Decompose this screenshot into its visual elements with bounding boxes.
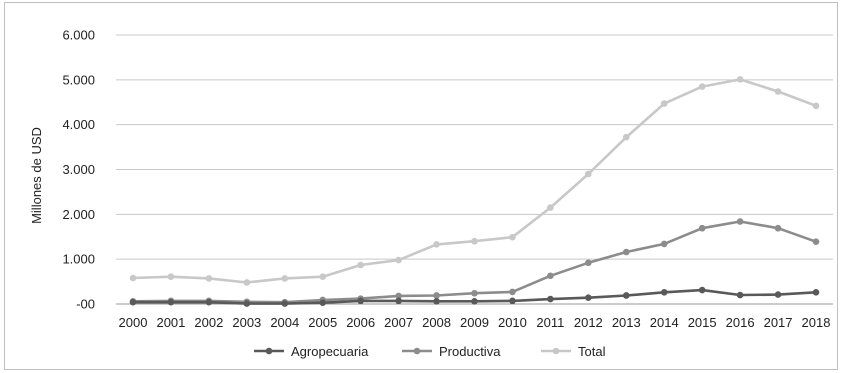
- data-point: [736, 218, 744, 225]
- x-tick-label: 2014: [650, 315, 679, 330]
- data-point: [660, 240, 668, 248]
- legend: Agropecuaria Productiva Total: [254, 344, 606, 359]
- x-tick-label: 2015: [688, 315, 717, 330]
- data-point: [357, 297, 364, 305]
- data-point: [395, 292, 402, 300]
- data-point: [205, 275, 213, 282]
- data-point: [622, 292, 630, 299]
- data-point: [471, 298, 478, 305]
- data-point: [736, 291, 744, 299]
- data-point: [774, 88, 782, 95]
- data-point: [774, 224, 782, 232]
- data-point: [357, 261, 364, 269]
- data-point: [698, 286, 706, 294]
- y-axis-title: Millones de USD: [29, 127, 44, 224]
- data-point: [660, 289, 668, 296]
- data-point: [433, 298, 440, 305]
- y-tick-label: 2.000: [62, 207, 95, 222]
- data-point: [129, 298, 137, 306]
- legend-label: Total: [578, 344, 606, 359]
- data-point: [167, 298, 175, 306]
- data-point: [395, 297, 402, 305]
- data-point: [319, 273, 327, 280]
- data-point: [129, 274, 137, 282]
- series-group: [129, 76, 820, 307]
- x-tick-label: 2004: [270, 315, 299, 330]
- data-point: [433, 292, 440, 299]
- x-tick-label: 2017: [764, 315, 793, 330]
- legend-swatch-marker: [413, 347, 421, 355]
- data-point: [812, 102, 820, 110]
- series-agropecuaria: [129, 286, 820, 307]
- data-point: [622, 133, 630, 141]
- y-tick-label: -00: [76, 297, 95, 312]
- data-point: [205, 298, 213, 306]
- series-total: [129, 76, 820, 286]
- legend-swatch-marker: [265, 347, 273, 355]
- data-point: [812, 238, 820, 245]
- series-line: [131, 78, 818, 284]
- data-point: [471, 237, 478, 245]
- x-tick-label: 2003: [232, 315, 261, 330]
- data-point: [243, 300, 251, 307]
- data-point: [736, 76, 744, 83]
- x-tick-label: 2007: [384, 315, 413, 330]
- x-tick-label: 2010: [498, 315, 527, 330]
- x-tick-label: 2016: [726, 315, 755, 330]
- data-point: [509, 233, 516, 241]
- legend-swatch-marker: [552, 347, 560, 355]
- data-point: [281, 300, 289, 307]
- data-point: [774, 291, 782, 298]
- x-axis-ticks: 2000 2001 2002 2003 2004 2005 2006 2007 2008 2009…: [119, 315, 831, 330]
- x-tick-label: 2013: [612, 315, 641, 330]
- x-tick-label: 2018: [802, 315, 831, 330]
- data-point: [547, 272, 554, 280]
- data-point: [660, 100, 668, 107]
- y-tick-label: 5.000: [62, 72, 95, 87]
- x-tick-label: 2006: [346, 315, 375, 330]
- data-point: [698, 224, 706, 232]
- y-axis-ticks: -00 1.000 2.000 3.000 4.000 5.000 6.000: [62, 28, 95, 312]
- data-point: [281, 275, 289, 282]
- chart-frame: [4, 2, 838, 370]
- legend-item-total: Total: [541, 344, 606, 359]
- data-point: [167, 273, 175, 280]
- gridlines: [116, 34, 833, 305]
- x-tick-label: 2008: [422, 315, 451, 330]
- y-tick-label: 6.000: [62, 28, 95, 43]
- data-point: [547, 295, 554, 303]
- legend-item-productiva: Productiva: [402, 344, 501, 359]
- data-point: [433, 241, 440, 248]
- data-point: [585, 294, 592, 302]
- legend-item-agropecuaria: Agropecuaria: [254, 344, 369, 359]
- x-tick-label: 2011: [536, 315, 564, 330]
- legend-label: Productiva: [439, 344, 501, 359]
- data-point: [812, 289, 820, 296]
- x-tick-label: 2002: [194, 315, 223, 330]
- data-point: [243, 279, 251, 286]
- x-tick-label: 2012: [574, 315, 603, 330]
- x-tick-label: 2005: [308, 315, 337, 330]
- data-point: [509, 288, 516, 296]
- data-point: [471, 289, 478, 297]
- data-point: [585, 259, 592, 267]
- x-tick-label: 2009: [460, 315, 489, 330]
- legend-label: Agropecuaria: [291, 344, 369, 359]
- y-tick-label: 1.000: [62, 252, 95, 267]
- data-point: [698, 83, 706, 90]
- y-tick-label: 3.000: [62, 162, 95, 177]
- data-point: [585, 170, 592, 178]
- data-point: [622, 248, 630, 256]
- x-tick-label: 2000: [119, 315, 148, 330]
- data-point: [395, 256, 402, 264]
- x-tick-label: 2001: [156, 315, 185, 330]
- data-point: [319, 299, 327, 306]
- y-tick-label: 4.000: [62, 117, 95, 132]
- data-point: [547, 204, 554, 211]
- data-point: [509, 297, 516, 305]
